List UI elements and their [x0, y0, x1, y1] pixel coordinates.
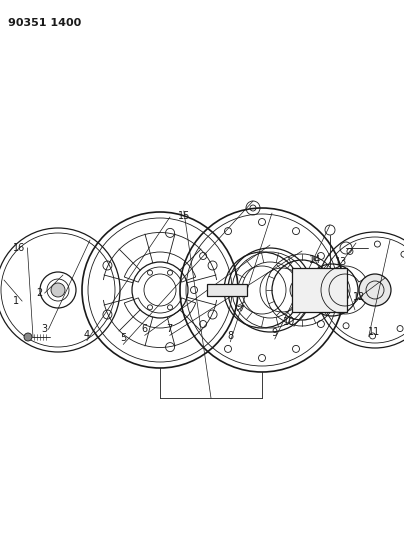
Circle shape — [51, 283, 65, 297]
Circle shape — [359, 274, 391, 306]
Bar — [292, 268, 347, 312]
Text: 7: 7 — [166, 325, 173, 334]
Text: 5: 5 — [120, 334, 126, 343]
Text: 13: 13 — [335, 257, 347, 267]
Text: 8: 8 — [227, 331, 234, 341]
Text: 16: 16 — [13, 243, 25, 253]
Text: 10: 10 — [283, 318, 295, 327]
Text: 2: 2 — [36, 288, 43, 298]
Text: 12: 12 — [353, 293, 365, 302]
Text: 14: 14 — [309, 255, 321, 265]
Circle shape — [24, 333, 32, 341]
Text: 3: 3 — [41, 325, 48, 334]
Text: 15: 15 — [178, 211, 190, 221]
Text: 4: 4 — [84, 330, 90, 340]
Text: 11: 11 — [368, 327, 380, 336]
Text: 1: 1 — [13, 296, 19, 306]
Circle shape — [290, 278, 314, 302]
Text: 90351 1400: 90351 1400 — [8, 18, 81, 28]
Text: 6: 6 — [141, 325, 148, 334]
Text: 9: 9 — [271, 328, 278, 338]
Bar — [207, 284, 247, 296]
